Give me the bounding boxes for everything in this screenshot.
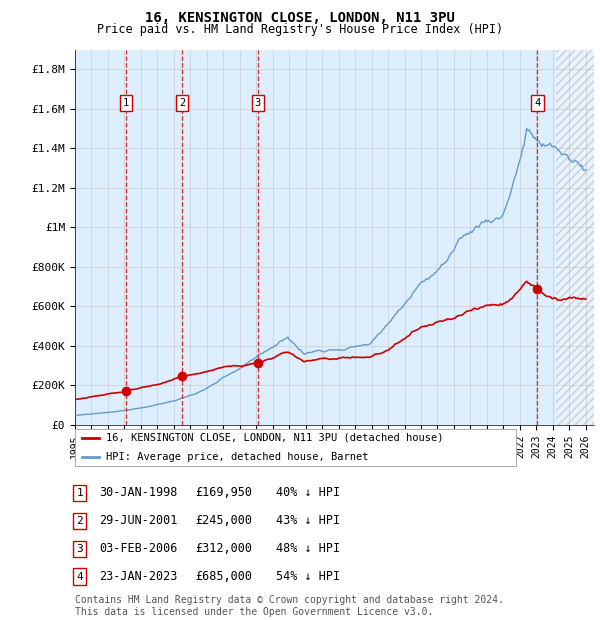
Bar [556, 50, 594, 425]
Text: 3: 3 [254, 98, 261, 108]
Bar [556, 50, 594, 425]
Text: 2: 2 [179, 98, 185, 108]
Text: 3: 3 [76, 544, 83, 554]
Text: HPI: Average price, detached house, Barnet: HPI: Average price, detached house, Barn… [106, 452, 368, 462]
Text: 48% ↓ HPI: 48% ↓ HPI [276, 542, 340, 555]
Bar [556, 50, 594, 425]
Text: 16, KENSINGTON CLOSE, LONDON, N11 3PU: 16, KENSINGTON CLOSE, LONDON, N11 3PU [145, 11, 455, 25]
Text: Contains HM Land Registry data © Crown copyright and database right 2024.
This d: Contains HM Land Registry data © Crown c… [75, 595, 504, 617]
Text: £169,950: £169,950 [195, 487, 252, 499]
Text: 30-JAN-1998: 30-JAN-1998 [99, 487, 178, 499]
Text: 16, KENSINGTON CLOSE, LONDON, N11 3PU (detached house): 16, KENSINGTON CLOSE, LONDON, N11 3PU (d… [106, 433, 443, 443]
Text: 43% ↓ HPI: 43% ↓ HPI [276, 515, 340, 527]
Text: £245,000: £245,000 [195, 515, 252, 527]
Text: 4: 4 [76, 572, 83, 582]
Text: £312,000: £312,000 [195, 542, 252, 555]
Text: 40% ↓ HPI: 40% ↓ HPI [276, 487, 340, 499]
Text: £685,000: £685,000 [195, 570, 252, 583]
Text: 1: 1 [76, 488, 83, 498]
Text: 1: 1 [122, 98, 129, 108]
Text: 2: 2 [76, 516, 83, 526]
Text: Price paid vs. HM Land Registry's House Price Index (HPI): Price paid vs. HM Land Registry's House … [97, 23, 503, 36]
Text: 29-JUN-2001: 29-JUN-2001 [99, 515, 178, 527]
Text: 23-JAN-2023: 23-JAN-2023 [99, 570, 178, 583]
Text: 03-FEB-2006: 03-FEB-2006 [99, 542, 178, 555]
Text: 54% ↓ HPI: 54% ↓ HPI [276, 570, 340, 583]
Text: 4: 4 [535, 98, 541, 108]
